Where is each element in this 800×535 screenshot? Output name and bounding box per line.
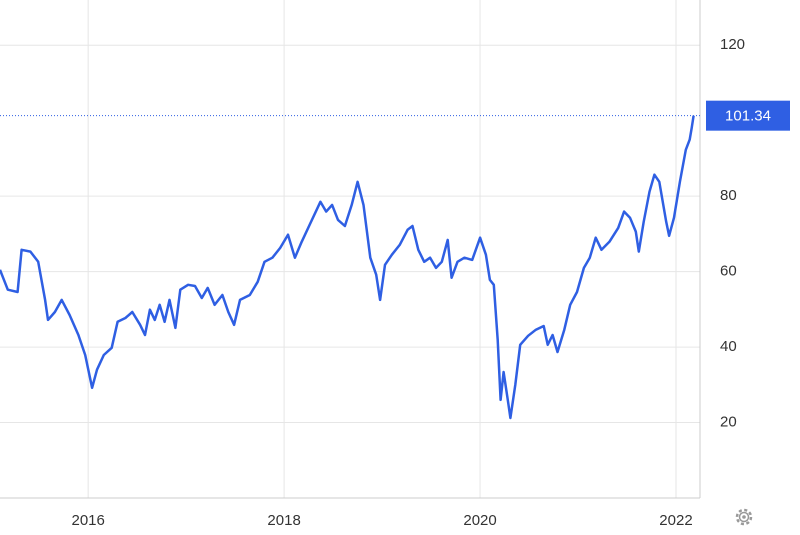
price-line [0, 115, 695, 420]
x-tick-label: 2018 [267, 512, 300, 529]
x-tick-label: 2016 [71, 512, 104, 529]
gear-hub [742, 515, 746, 519]
y-tick-label: 20 [720, 414, 737, 431]
y-tick-label: 60 [720, 263, 737, 280]
y-tick-label: 40 [720, 338, 737, 355]
y-tick-label: 80 [720, 187, 737, 204]
x-tick-label: 2022 [659, 512, 692, 529]
last-value-label: 101.34 [725, 108, 771, 125]
settings-icon[interactable] [735, 508, 753, 526]
gear-body [738, 511, 750, 523]
last-value-tag [706, 100, 790, 131]
y-tick-label: 120 [720, 36, 745, 53]
x-tick-label: 2020 [463, 512, 496, 529]
gear-teeth [735, 508, 753, 526]
